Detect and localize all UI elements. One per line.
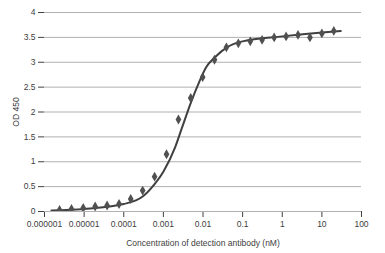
- svg-text:0.000001: 0.000001: [27, 219, 63, 229]
- svg-text:0: 0: [31, 206, 36, 216]
- svg-text:1: 1: [280, 219, 285, 229]
- svg-text:3: 3: [31, 57, 36, 67]
- svg-text:0.01: 0.01: [195, 219, 212, 229]
- svg-text:4: 4: [31, 7, 36, 17]
- svg-text:2.5: 2.5: [24, 82, 36, 92]
- svg-text:2: 2: [31, 107, 36, 117]
- svg-text:Concentration of detection ant: Concentration of detection antibody (nM): [126, 238, 280, 248]
- svg-text:3.5: 3.5: [24, 32, 36, 42]
- svg-text:100: 100: [354, 219, 368, 229]
- svg-text:0.001: 0.001: [153, 219, 175, 229]
- svg-text:10: 10: [317, 219, 327, 229]
- svg-text:1: 1: [31, 156, 36, 166]
- svg-text:0.1: 0.1: [237, 219, 249, 229]
- svg-text:OD 450: OD 450: [11, 97, 21, 127]
- svg-text:0.00001: 0.00001: [69, 219, 100, 229]
- svg-text:0.0001: 0.0001: [111, 219, 137, 229]
- svg-text:1.5: 1.5: [24, 132, 36, 142]
- svg-text:0.5: 0.5: [24, 181, 36, 191]
